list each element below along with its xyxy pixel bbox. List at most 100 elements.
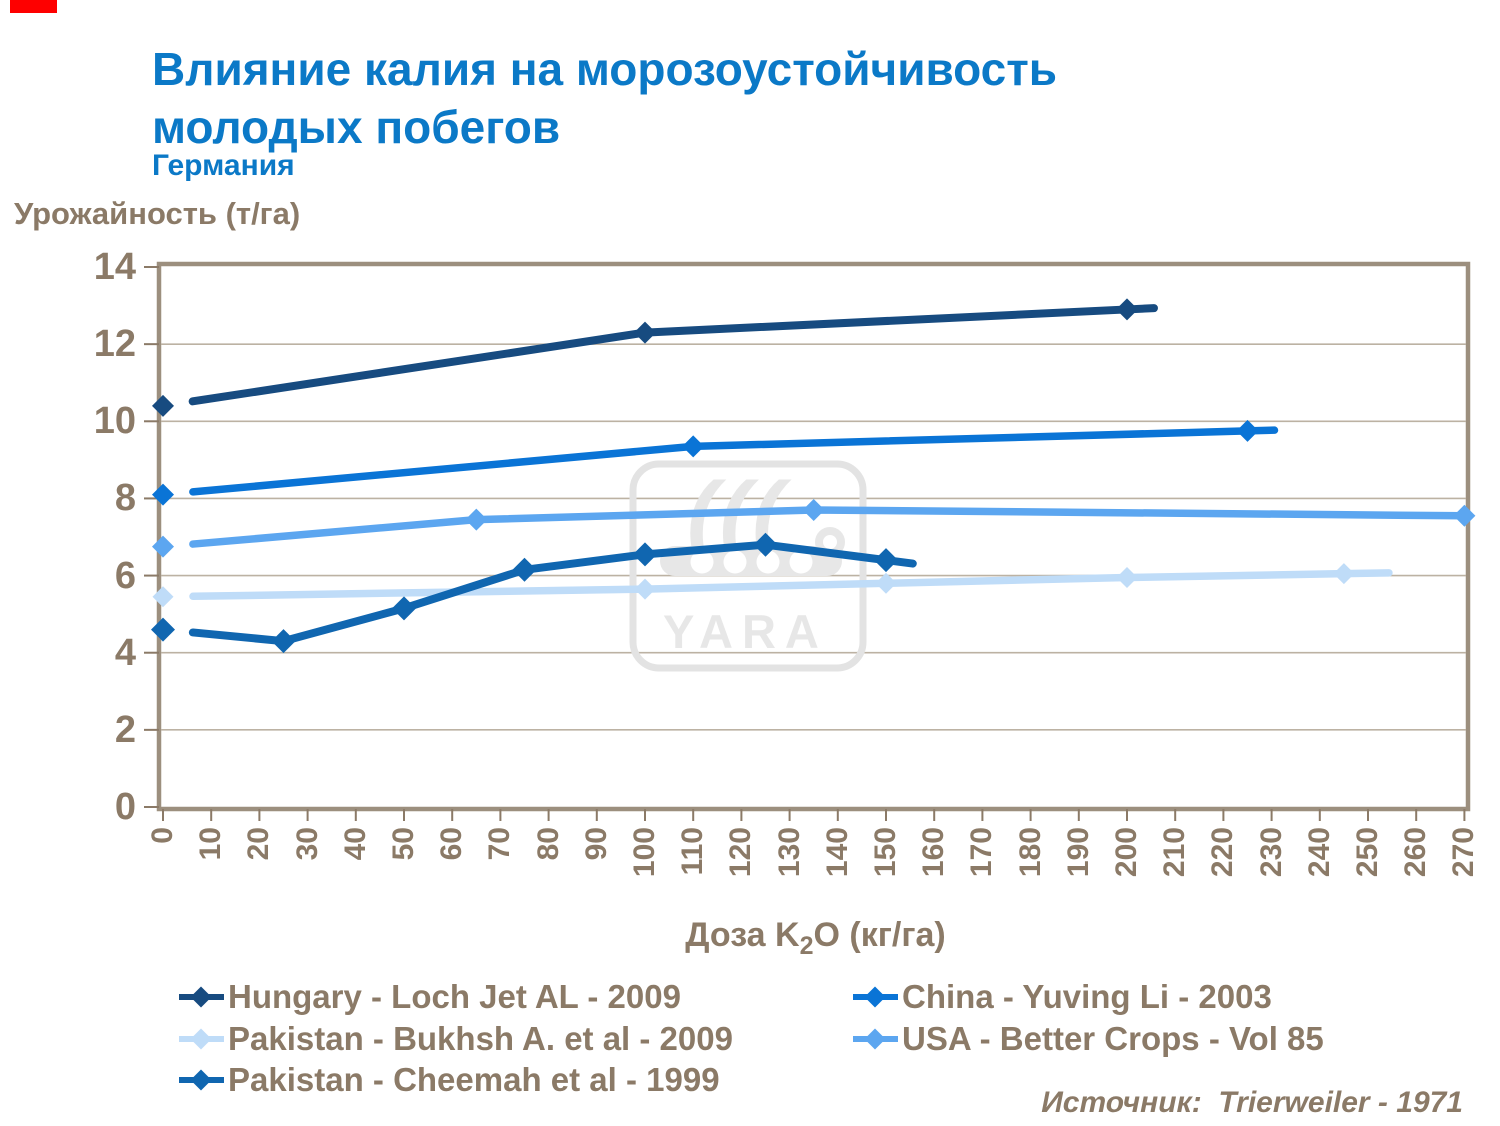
x-tick-label: 130 — [772, 827, 806, 878]
legend-marker-icon — [179, 1069, 224, 1091]
x-tick-label: 90 — [579, 827, 613, 861]
x-tick-label: 190 — [1061, 827, 1095, 878]
x-axis-title-post: O (кг/га) — [813, 916, 946, 954]
series-marker — [1116, 567, 1138, 589]
x-tick-label: 100 — [628, 827, 661, 878]
series-line — [189, 506, 1469, 548]
y-tick-label: 10 — [93, 400, 136, 443]
x-tick-label: 250 — [1351, 827, 1384, 878]
y-tick-label: 6 — [114, 554, 136, 597]
series-marker — [152, 586, 174, 608]
series-marker — [1116, 298, 1138, 321]
x-tick-label: 220 — [1206, 827, 1240, 878]
series-marker — [151, 617, 175, 642]
y-tick-label: 14 — [93, 246, 136, 288]
legend-label: Pakistan - Bukhsh A. et al - 2009 — [228, 1020, 733, 1057]
x-tick-label: 20 — [242, 827, 276, 861]
series-marker — [874, 548, 898, 573]
chart-title-line2: молодых побегов — [152, 101, 561, 153]
series-marker — [875, 572, 897, 594]
series-marker — [152, 535, 174, 558]
legend-item: Hungary - Loch Jet AL - 2009 — [178, 977, 681, 1017]
watermark-hull-hole — [723, 550, 747, 574]
x-tick-label: 10 — [194, 827, 228, 861]
series-marker — [1453, 504, 1476, 527]
series-marker — [392, 596, 416, 621]
x-tick-label: 260 — [1399, 827, 1433, 878]
x-tick-label: 160 — [917, 827, 951, 878]
legend-label: USA - Better Crops - Vol 85 — [902, 1020, 1324, 1057]
series-line — [188, 304, 1158, 406]
series-marker — [634, 321, 656, 344]
y-tick-label: 12 — [93, 323, 136, 366]
watermark-text: YARA — [663, 605, 828, 658]
x-axis-title: Доза K2O (кг/га) — [163, 916, 1468, 961]
legend-marker-icon — [853, 986, 898, 1008]
x-tick-label: 0 — [146, 827, 179, 844]
legend-label: China - Yuving Li - 2003 — [902, 978, 1272, 1015]
x-tick-label: 270 — [1447, 827, 1481, 878]
legend-diamond — [190, 1069, 212, 1091]
legend-item: Pakistan - Bukhsh A. et al - 2009 — [178, 1019, 733, 1059]
chart-subtitle: Германия — [152, 149, 295, 182]
series-marker — [152, 483, 174, 506]
series-marker — [682, 435, 705, 458]
series-marker — [152, 394, 174, 417]
series-marker — [512, 557, 537, 582]
legend-item: Pakistan - Cheemah et al - 1999 — [178, 1060, 720, 1100]
chart-title: Влияние калия на морозоустойчивость моло… — [152, 40, 1057, 156]
x-tick-label: 150 — [869, 827, 902, 878]
watermark-hull-hole — [789, 550, 813, 574]
series-marker — [633, 542, 657, 567]
series-marker — [271, 629, 296, 654]
legend-diamond — [190, 986, 212, 1008]
legend-diamond — [864, 986, 886, 1008]
series-marker — [753, 532, 778, 557]
y-axis-title: Урожайность (т/га) — [14, 196, 301, 231]
x-tick-label: 170 — [965, 827, 999, 878]
x-tick-label: 60 — [435, 827, 469, 861]
series-marker — [1236, 419, 1259, 442]
x-tick-label: 80 — [531, 827, 565, 861]
x-tick-label: 40 — [338, 827, 372, 861]
source-note: Источник: Trierweiler - 1971 — [1041, 1086, 1463, 1119]
x-tick-label: 180 — [1013, 827, 1047, 878]
legend-label: Pakistan - Cheemah et al - 1999 — [228, 1061, 720, 1098]
legend-marker-icon — [853, 1028, 898, 1050]
watermark-hull-hole — [756, 550, 780, 574]
series-line — [188, 540, 917, 646]
y-tick-label: 8 — [114, 477, 136, 520]
series-marker — [634, 578, 656, 600]
legend-label: Hungary - Loch Jet AL - 2009 — [228, 978, 681, 1015]
series-marker — [465, 508, 488, 531]
x-tick-label: 70 — [483, 827, 517, 861]
y-tick-label: 0 — [114, 786, 136, 828]
legend-item: USA - Better Crops - Vol 85 — [852, 1019, 1324, 1059]
x-tick-label: 230 — [1254, 827, 1288, 878]
watermark-hull-hole — [690, 550, 714, 574]
x-tick-label: 210 — [1158, 827, 1192, 878]
x-tick-label: 200 — [1110, 827, 1143, 878]
legend-diamond — [864, 1028, 886, 1050]
y-tick-label: 2 — [114, 708, 136, 751]
y-tick-label: 4 — [114, 631, 136, 674]
legend-marker-icon — [179, 986, 224, 1008]
x-tick-label: 240 — [1302, 827, 1336, 878]
series-marker — [802, 499, 825, 522]
x-tick-label: 140 — [820, 827, 854, 878]
x-tick-label: 50 — [387, 827, 420, 861]
legend-marker-icon — [179, 1028, 224, 1050]
legend-diamond — [190, 1028, 212, 1050]
plot-border — [156, 261, 1471, 812]
red-marker — [10, 0, 57, 13]
x-tick-label: 120 — [724, 827, 758, 878]
x-tick-label: 30 — [290, 827, 324, 861]
series-marker — [1333, 563, 1355, 585]
chart-title-line1: Влияние калия на морозоустойчивость — [152, 43, 1058, 95]
series-line — [189, 426, 1279, 496]
watermark-frame — [629, 460, 867, 672]
legend-item: China - Yuving Li - 2003 — [852, 977, 1272, 1017]
yara-watermark-logo: (((YARA — [629, 460, 867, 672]
